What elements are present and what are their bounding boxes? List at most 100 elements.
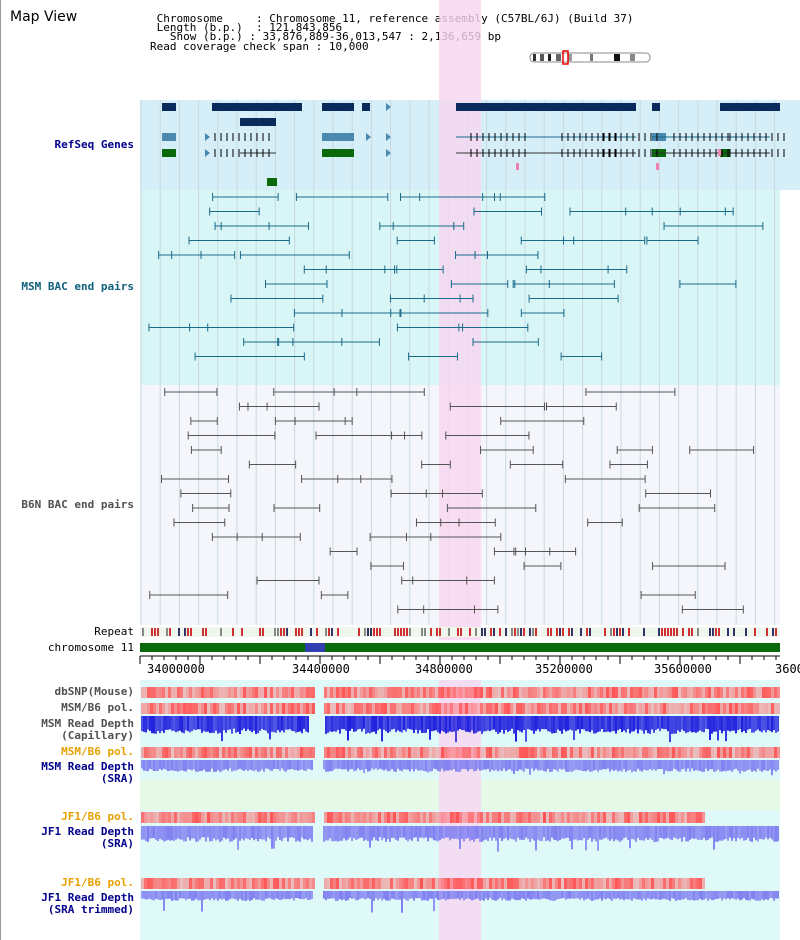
- read-depth-bar: [147, 826, 149, 842]
- polymorphism-cell: [201, 703, 204, 714]
- read-depth-bar: [503, 826, 505, 839]
- polymorphism-cell: [246, 878, 249, 889]
- track-label-b6n-bac[interactable]: B6N BAC end pairs: [21, 498, 134, 511]
- read-depth-bar: [515, 826, 517, 842]
- read-depth-bar: [745, 716, 747, 733]
- polymorphism-cell: [585, 687, 588, 698]
- track-label-jf1-depth-trimmed[interactable]: JF1 Read Depth: [41, 891, 134, 904]
- polymorphism-cell: [144, 747, 147, 758]
- polymorphism-cell: [177, 687, 180, 698]
- read-depth-bar: [525, 716, 527, 742]
- track-label-msm-depth-capillary[interactable]: MSM Read Depth: [41, 717, 134, 730]
- read-depth-bar: [291, 716, 293, 731]
- polymorphism-cell: [483, 747, 486, 758]
- polymorphism-cell: [198, 812, 201, 823]
- polymorphism-cell: [417, 703, 420, 714]
- polymorphism-cell: [261, 703, 264, 714]
- track-label-jf1-b6-pol[interactable]: JF1/B6 pol.: [61, 810, 134, 823]
- read-depth-bar: [717, 891, 719, 899]
- read-depth-bar: [741, 716, 743, 733]
- track-label-jf1-depth-sra[interactable]: JF1 Read Depth: [41, 825, 134, 838]
- read-depth-bar: [581, 826, 583, 841]
- repeat-mark: [775, 628, 777, 636]
- read-depth-bar: [473, 716, 475, 734]
- read-depth-bar: [541, 891, 543, 899]
- read-depth-bar: [477, 891, 479, 899]
- read-depth-bar: [635, 826, 637, 842]
- polymorphism-cell: [534, 703, 537, 714]
- polymorphism-cell: [483, 878, 486, 889]
- polymorphism-cell: [447, 703, 450, 714]
- track-label-jf1-b6-pol-2[interactable]: JF1/B6 pol.: [61, 876, 134, 889]
- polymorphism-cell: [225, 687, 228, 698]
- polymorphism-cell: [264, 812, 267, 823]
- read-depth-bar: [375, 716, 377, 734]
- read-depth-bar: [395, 760, 397, 772]
- track-label-msm-b6-pol[interactable]: MSM/B6 pol.: [61, 701, 134, 714]
- read-depth-bar: [393, 716, 395, 729]
- read-depth-bar: [195, 716, 197, 730]
- read-depth-bar: [379, 891, 381, 899]
- polymorphism-cell: [597, 747, 600, 758]
- track-label-chromosome[interactable]: chromosome 11: [47, 641, 134, 654]
- polymorphism-cell: [594, 687, 597, 698]
- read-depth-bar: [765, 826, 767, 838]
- polymorphism-cell: [450, 703, 453, 714]
- read-depth-bar: [639, 760, 641, 771]
- track-label-msm-b6-pol-2[interactable]: MSM/B6 pol.: [61, 745, 134, 758]
- read-depth-bar: [663, 826, 665, 840]
- polymorphism-cell: [699, 703, 702, 714]
- polymorphism-cell: [423, 747, 426, 758]
- read-depth-bar: [385, 826, 387, 842]
- polymorphism-cell: [459, 703, 462, 714]
- read-depth-bar: [179, 716, 181, 731]
- polymorphism-cell: [432, 703, 435, 714]
- polymorphism-cell: [213, 687, 216, 698]
- read-depth-bar: [307, 760, 309, 769]
- read-depth-bar: [575, 826, 577, 840]
- polymorphism-cell: [282, 703, 285, 714]
- read-depth-bar: [701, 760, 703, 772]
- read-depth-bar: [595, 891, 597, 900]
- read-depth-bar: [255, 826, 257, 839]
- polymorphism-cell: [345, 747, 348, 758]
- track-label-msm-bac[interactable]: MSM BAC end pairs: [21, 280, 134, 293]
- repeat-mark: [367, 628, 369, 636]
- read-depth-bar: [193, 760, 195, 770]
- read-depth-bar: [741, 891, 743, 900]
- track-label-refseq[interactable]: RefSeq Genes: [54, 138, 134, 151]
- read-depth-bar: [737, 716, 739, 731]
- polymorphism-cell: [492, 812, 495, 823]
- read-depth-bar: [457, 760, 459, 772]
- polymorphism-cell: [300, 747, 303, 758]
- track-label-dbsnp[interactable]: dbSNP(Mouse): [54, 685, 134, 698]
- polymorphism-cell: [255, 747, 258, 758]
- polymorphism-cell: [642, 747, 645, 758]
- polymorphism-cell: [261, 878, 264, 889]
- polymorphism-cell: [153, 812, 156, 823]
- track-label-msm-depth-sra[interactable]: MSM Read Depth: [41, 760, 134, 773]
- read-depth-bar: [749, 826, 751, 842]
- polymorphism-cell: [738, 687, 741, 698]
- read-depth-bar: [713, 760, 715, 772]
- read-depth-bar: [483, 826, 485, 841]
- read-depth-bar: [547, 891, 549, 900]
- read-depth-bar: [531, 826, 533, 839]
- read-depth-bar: [597, 891, 599, 900]
- repeat-mark: [205, 628, 207, 636]
- polymorphism-cell: [732, 747, 735, 758]
- read-depth-bar: [621, 716, 623, 732]
- read-depth-bar: [545, 760, 547, 772]
- read-depth-bar: [177, 826, 179, 839]
- polymorphism-cell: [384, 687, 387, 698]
- read-depth-bar: [229, 826, 231, 842]
- polymorphism-cell: [357, 878, 360, 889]
- polymorphism-cell: [468, 747, 471, 758]
- read-depth-bar: [451, 891, 453, 899]
- polymorphism-cell: [684, 687, 687, 698]
- read-depth-bar: [443, 826, 445, 839]
- read-depth-bar: [677, 826, 679, 840]
- track-label-repeat[interactable]: Repeat: [94, 625, 134, 638]
- read-depth-bar: [365, 891, 367, 900]
